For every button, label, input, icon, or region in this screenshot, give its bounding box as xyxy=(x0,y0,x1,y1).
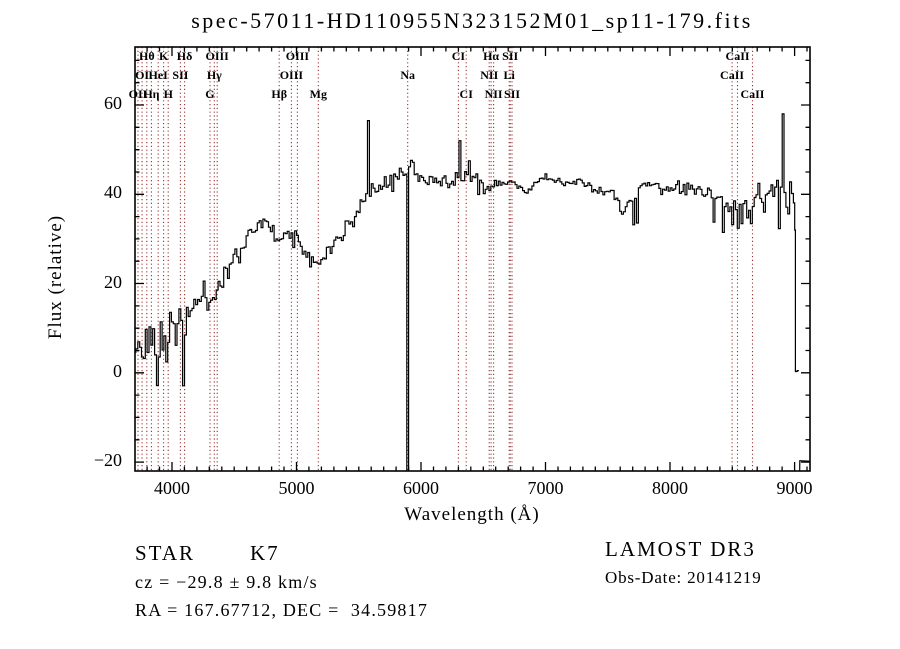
spectral-line-label: CaII xyxy=(720,68,745,82)
object-subclass: K7 xyxy=(250,541,280,565)
survey-release: LAMOST DR3 xyxy=(605,537,756,561)
spectral-line-label: Hγ xyxy=(206,68,222,82)
cz-value: cz = −29.8 ± 9.8 km/s xyxy=(135,572,318,592)
spectral-line-label: CaII xyxy=(725,49,750,63)
y-tick-label: 40 xyxy=(104,182,122,203)
x-axis-label: Wavelength (Å) xyxy=(404,504,540,525)
spectral-line-label: CaII xyxy=(740,87,765,101)
spectral-line-label: CI xyxy=(451,49,466,63)
spectral-line-label: SII xyxy=(502,49,519,63)
figure-title: spec-57011-HD110955N323152M01_sp11-179.f… xyxy=(191,8,753,33)
spectral-line-label: HeI xyxy=(148,68,168,82)
spectral-line-label: Li xyxy=(503,68,515,82)
x-tick-label: 4000 xyxy=(153,478,190,498)
spectral-line-label: Hδ xyxy=(176,49,193,63)
spectral-line-label: Hη xyxy=(143,87,160,101)
spectral-line-label: G xyxy=(205,87,215,101)
y-tick-label: 0 xyxy=(113,360,122,381)
spectral-line-markers xyxy=(137,47,754,471)
x-tick-label: 8000 xyxy=(652,478,689,498)
spectral-line-label: SII xyxy=(504,87,521,101)
object-class: STAR xyxy=(135,541,195,565)
y-tick-label: −20 xyxy=(93,450,122,471)
spectral-line-label: Hα xyxy=(483,49,500,63)
x-tick-label: 6000 xyxy=(403,478,439,498)
spectrum-trace xyxy=(135,113,799,471)
spectral-line-label: OIII xyxy=(279,68,304,82)
x-tick-label: 7000 xyxy=(527,478,564,498)
x-tick-label: 5000 xyxy=(278,478,315,498)
spectral-line-label: CI xyxy=(459,87,473,101)
spectral-line-label: Na xyxy=(400,68,416,82)
y-tick-label: 60 xyxy=(104,93,122,114)
spectral-line-label: NII xyxy=(480,68,499,82)
spectral-line-label: SII xyxy=(172,68,189,82)
spectral-line-label: OIII xyxy=(285,49,310,63)
spectral-line-label: OI xyxy=(135,68,150,82)
spectral-line-label: NII xyxy=(484,87,503,101)
obs-date: Obs-Date: 20141219 xyxy=(605,568,762,587)
spectral-line-label: H xyxy=(163,87,173,101)
y-tick-label: 20 xyxy=(104,271,122,292)
axis-ticks xyxy=(135,47,810,471)
ra-dec: RA = 167.67712, DEC = 34.59817 xyxy=(135,600,429,620)
spectral-line-label: OII xyxy=(128,87,148,101)
spectral-line-label: Mg xyxy=(309,87,327,101)
spectral-line-label: Hβ xyxy=(271,87,288,101)
spectral-line-label: OIII xyxy=(205,49,229,63)
axis-box xyxy=(134,46,811,472)
spectrum-trace-end xyxy=(799,460,810,471)
x-tick-label: 9000 xyxy=(776,478,813,498)
spectral-line-label: K xyxy=(158,49,169,63)
y-axis-label: Flux (relative) xyxy=(45,214,66,340)
spectral-line-label: Hθ xyxy=(139,49,155,63)
